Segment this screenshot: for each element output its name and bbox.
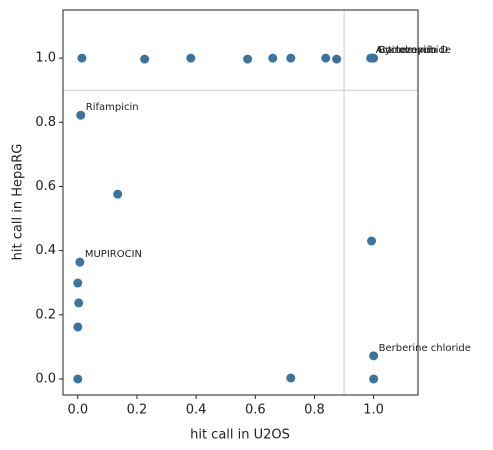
point — [268, 53, 278, 63]
point-label: Bortezomib — [379, 45, 436, 56]
x-tick-label: 0.4 — [186, 403, 207, 418]
point — [77, 53, 87, 63]
x-tick-label: 1.0 — [363, 403, 384, 418]
point-label: Berberine chloride — [379, 343, 471, 354]
point-label: Cycloheximide — [378, 45, 451, 56]
y-tick-label: 0.4 — [35, 243, 56, 258]
x-axis-label: hit call in U2OS — [190, 428, 290, 443]
point — [76, 110, 86, 120]
x-tick-label: 0.0 — [67, 403, 88, 418]
point — [113, 189, 123, 199]
point — [186, 53, 196, 63]
point — [74, 298, 84, 308]
point — [321, 53, 331, 63]
point — [73, 278, 83, 288]
x-tick-label: 0.8 — [304, 403, 325, 418]
y-axis-label: hit call in HepaRG — [11, 144, 26, 261]
plot-frame — [62, 9, 419, 396]
point — [73, 322, 83, 332]
point — [369, 53, 379, 63]
y-tick-label: 0.8 — [35, 115, 56, 130]
x-tick-label: 0.2 — [127, 403, 148, 418]
point — [367, 236, 377, 246]
y-tick-label: 0.0 — [35, 371, 56, 386]
y-tick-label: 1.0 — [35, 51, 56, 66]
x-tick-label: 0.6 — [245, 403, 266, 418]
point-label: Actinomycin D — [376, 45, 449, 56]
point-label: Rifampicin — [86, 102, 139, 113]
point — [243, 54, 253, 64]
point-label: MUPIROCIN — [85, 249, 142, 260]
point — [286, 373, 296, 383]
point — [73, 374, 83, 384]
point — [75, 257, 85, 267]
y-tick-label: 0.2 — [35, 307, 56, 322]
point — [140, 54, 150, 64]
point — [369, 351, 379, 361]
y-tick-label: 0.6 — [35, 179, 56, 194]
point — [332, 54, 342, 64]
point — [286, 53, 296, 63]
point — [369, 374, 379, 384]
